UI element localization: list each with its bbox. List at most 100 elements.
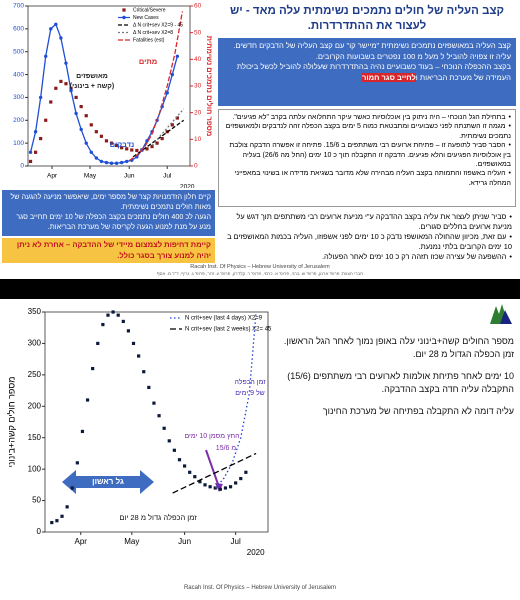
point xyxy=(104,139,109,143)
purple-arrow-head xyxy=(215,483,223,492)
annotation: זמן הכפלה גדול מ 28 יום xyxy=(119,513,197,522)
point xyxy=(157,414,161,418)
point xyxy=(49,27,53,31)
point xyxy=(170,72,174,77)
point xyxy=(28,159,33,164)
point xyxy=(85,398,90,402)
y-axis-label: מספר חולים קשה+בינוני xyxy=(6,377,16,468)
point xyxy=(145,139,149,143)
slide-title: קצב העליה של חולים נתמכים נשימתית עלה מא… xyxy=(229,5,504,32)
purple-arrow xyxy=(205,449,220,488)
point xyxy=(120,146,124,150)
footer: Racah Inst. Of Physics – Hebrew Universi… xyxy=(183,585,337,591)
point xyxy=(239,476,243,481)
point xyxy=(60,514,64,518)
bullet: עם זאת, מכיוון שהחולה המאושפז נדבק כ 10 … xyxy=(222,232,512,252)
series-line xyxy=(214,311,257,489)
point xyxy=(177,458,182,462)
legend-label: N crit+sev (last 2 weeks) X2= 45 xyxy=(185,327,272,333)
y-tick-label: 0 xyxy=(37,527,42,536)
point xyxy=(172,448,176,452)
wave-arrow xyxy=(62,470,154,494)
y-tick-label: 700 xyxy=(13,3,24,10)
bullet-list: סביר שניתן לעצור את עליה בקצב ההדבקה ע"י… xyxy=(218,210,516,263)
point xyxy=(33,150,38,154)
point xyxy=(99,159,104,164)
point xyxy=(198,480,202,484)
point xyxy=(125,159,129,164)
point xyxy=(234,481,238,485)
point xyxy=(175,54,180,58)
legend-swatch xyxy=(122,8,126,12)
bullet: סביר שניתן לעצור את עליה בקצב ההדבקה ע"י… xyxy=(222,212,512,232)
point xyxy=(203,483,207,487)
top-chart: 0 100 200 300 400 500 600 700 0 10 20 30 40 50 60 Apr Ma… xyxy=(13,3,214,188)
summary-line: בקצב ההכפלה הנוכחי – בעוד כשבועיים נהיה … xyxy=(236,62,511,82)
point xyxy=(74,95,78,100)
y2-tick-label: 60 xyxy=(194,3,202,10)
y-tick-label: 200 xyxy=(13,117,24,124)
window-line: הגעה לכ 400 חולים נתמכים בקצב הכפלה של 1… xyxy=(16,212,211,231)
summary-line: קצב העליה במאושפזים נתמכים נשימתית "מייש… xyxy=(233,41,511,50)
legend-label: Δ N crit+sev X2=8 xyxy=(133,30,173,36)
point xyxy=(79,127,83,132)
bullet: בתחילת הגל הנוכחי – היה ניתוק בין אוכלוס… xyxy=(223,113,511,122)
note: 10 ימים לאחר פתיחת אולמות לארועים רבי מש… xyxy=(287,371,514,394)
point xyxy=(155,141,159,145)
point xyxy=(69,88,73,93)
point xyxy=(28,150,33,154)
plot-frame xyxy=(44,311,269,533)
x-tick-label: Jun xyxy=(178,537,191,546)
y2-tick-label: 0 xyxy=(194,163,198,170)
year-label: 2020 xyxy=(180,184,195,188)
point xyxy=(99,134,104,138)
point xyxy=(80,429,85,434)
point xyxy=(114,143,119,148)
y-tick-label: 300 xyxy=(13,94,24,101)
separator xyxy=(0,279,520,299)
y-tick-label: 400 xyxy=(13,71,24,78)
point xyxy=(38,95,43,100)
y-tick-label: 150 xyxy=(28,433,42,442)
legend-label: Fatalities (est) xyxy=(133,37,165,43)
point xyxy=(116,313,120,317)
point xyxy=(44,118,48,122)
footer: Racah Inst. Of Physics – Hebrew Universi… xyxy=(190,264,330,270)
point xyxy=(79,104,83,109)
x-tick-label: May xyxy=(84,173,97,180)
y2-tick-label: 10 xyxy=(194,136,202,143)
bullet: מגמה זו השתנתה לפני כשבועיים ומתבטאת כמו… xyxy=(223,122,511,141)
y-tick-label: 500 xyxy=(13,48,24,55)
point xyxy=(244,470,248,474)
point xyxy=(150,144,154,149)
y-tick-label: 100 xyxy=(13,140,24,147)
point xyxy=(126,329,131,333)
point xyxy=(84,141,88,145)
point xyxy=(147,385,151,390)
point xyxy=(54,86,58,90)
y-tick-label: 100 xyxy=(28,464,42,473)
point xyxy=(94,130,98,134)
point xyxy=(89,150,93,154)
annotation: נדבקים xyxy=(110,140,134,149)
x-tick-label: May xyxy=(124,537,139,546)
point xyxy=(125,147,129,151)
point xyxy=(54,22,58,26)
point xyxy=(165,91,169,95)
point xyxy=(167,439,171,443)
bullet: העליה באשפוז והתמותה בקצב העליה מבהירה ש… xyxy=(223,169,511,188)
point xyxy=(33,130,38,134)
point xyxy=(74,111,78,116)
point xyxy=(119,160,124,165)
point xyxy=(75,461,79,465)
point xyxy=(137,354,141,358)
point xyxy=(94,156,99,160)
point xyxy=(188,470,192,474)
y2-axis-label: מספר חולים נתמכים נשימתית xyxy=(205,36,214,137)
annotation: גל ראשון xyxy=(92,477,124,486)
point xyxy=(223,486,228,490)
window-line: קיים חלון הזדמנויות קצר של מספר ימים, שי… xyxy=(10,192,212,211)
y-tick-label: 250 xyxy=(28,370,42,379)
logo xyxy=(490,304,512,324)
